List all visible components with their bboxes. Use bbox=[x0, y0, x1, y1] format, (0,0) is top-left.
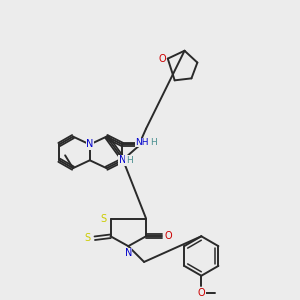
Text: O: O bbox=[139, 140, 147, 149]
Text: O: O bbox=[165, 231, 172, 241]
Text: NH: NH bbox=[135, 138, 149, 147]
Text: H: H bbox=[151, 138, 157, 147]
Text: N: N bbox=[119, 155, 126, 165]
Text: N: N bbox=[86, 140, 94, 149]
Text: N: N bbox=[124, 248, 132, 258]
Text: O: O bbox=[158, 54, 166, 64]
Text: S: S bbox=[100, 214, 107, 224]
Text: S: S bbox=[85, 233, 91, 243]
Text: H: H bbox=[126, 156, 133, 165]
Text: O: O bbox=[197, 287, 205, 298]
